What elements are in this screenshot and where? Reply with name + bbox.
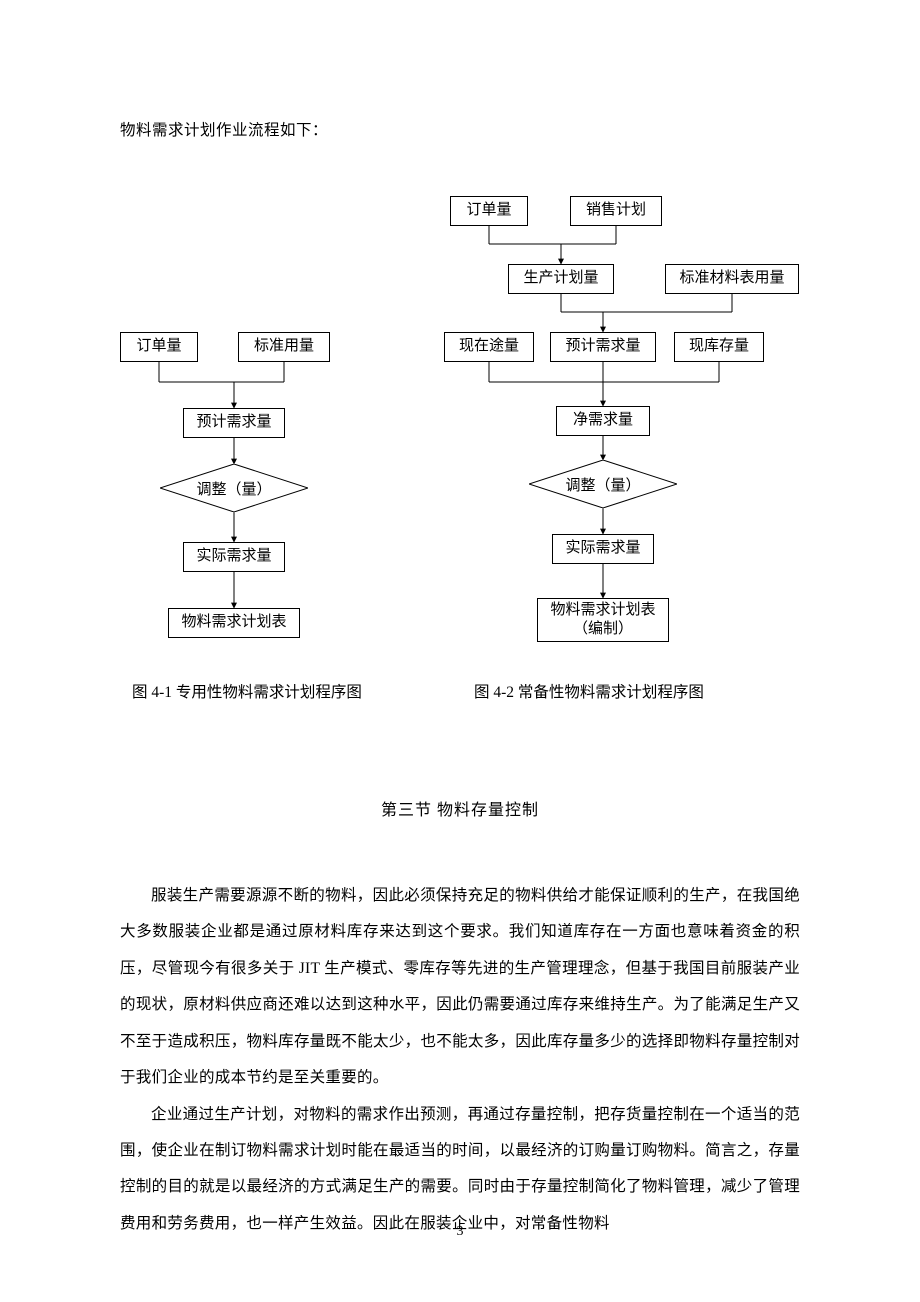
fc2-node-plan: 生产计划量 (508, 264, 614, 294)
section-title: 第三节 物料存量控制 (120, 796, 800, 820)
page-number: 3 (0, 1224, 920, 1240)
fc2-node-est: 预计需求量 (550, 332, 656, 362)
fc2-node-transit: 现在途量 (444, 332, 534, 362)
fc2-adj-label: 调整（量） (565, 474, 640, 495)
fc2-table-label: 物料需求计划表（编制） (550, 601, 655, 640)
fc1-node-adj: 调整（量） (160, 464, 308, 512)
body-text: 服装生产需要源源不断的物料，因此必须保持充足的物料供给才能保证顺利的生产，在我国… (120, 878, 800, 1242)
fc1-node-est: 预计需求量 (183, 408, 285, 438)
fc2-node-net: 净需求量 (556, 406, 650, 436)
paragraph-2: 企业通过生产计划，对物料的需求作出预测，再通过存量控制，把存货量控制在一个适当的… (120, 1097, 800, 1243)
fc2-net-label: 净需求量 (573, 411, 633, 431)
fc1-node-act: 实际需求量 (183, 542, 285, 572)
fc2-act-label: 实际需求量 (565, 539, 640, 559)
fc1-est-label: 预计需求量 (196, 413, 271, 433)
fc2-node-sales: 销售计划 (570, 196, 662, 226)
figure-caption-4-2: 图 4-2 常备性物料需求计划程序图 (474, 680, 704, 702)
flowcharts-area: 订单量 标准用量 预计需求量 调整（量） 实际需求量 物料需求计划表 订单量 销… (120, 184, 800, 652)
fc1-act-label: 实际需求量 (196, 547, 271, 567)
figure-caption-4-1: 图 4-1 专用性物料需求计划程序图 (132, 680, 362, 702)
paragraph-1: 服装生产需要源源不断的物料，因此必须保持充足的物料供给才能保证顺利的生产，在我国… (120, 878, 800, 1097)
fc2-node-table: 物料需求计划表（编制） (537, 598, 669, 642)
fc2-order-label: 订单量 (466, 201, 511, 221)
fc2-node-act: 实际需求量 (552, 534, 654, 564)
fc2-node-adj: 调整（量） (529, 460, 677, 508)
fc2-est-label: 预计需求量 (565, 337, 640, 357)
fc2-node-stock: 现库存量 (674, 332, 764, 362)
fc2-sales-label: 销售计划 (586, 201, 646, 221)
fc1-order-label: 订单量 (136, 337, 181, 357)
fc2-transit-label: 现在途量 (459, 337, 519, 357)
fc2-node-stdmat: 标准材料表用量 (665, 264, 799, 294)
fc1-node-order: 订单量 (120, 332, 198, 362)
intro-line: 物料需求计划作业流程如下： (120, 118, 800, 140)
fc2-stdmat-label: 标准材料表用量 (679, 269, 784, 289)
fc1-node-table: 物料需求计划表 (168, 608, 300, 638)
fc2-plan-label: 生产计划量 (523, 269, 598, 289)
fc2-stock-label: 现库存量 (689, 337, 749, 357)
fc1-adj-label: 调整（量） (196, 478, 271, 499)
fc1-std-label: 标准用量 (254, 337, 314, 357)
fc1-node-std: 标准用量 (238, 332, 330, 362)
fc1-table-label: 物料需求计划表 (181, 613, 286, 633)
fc2-node-order: 订单量 (450, 196, 528, 226)
